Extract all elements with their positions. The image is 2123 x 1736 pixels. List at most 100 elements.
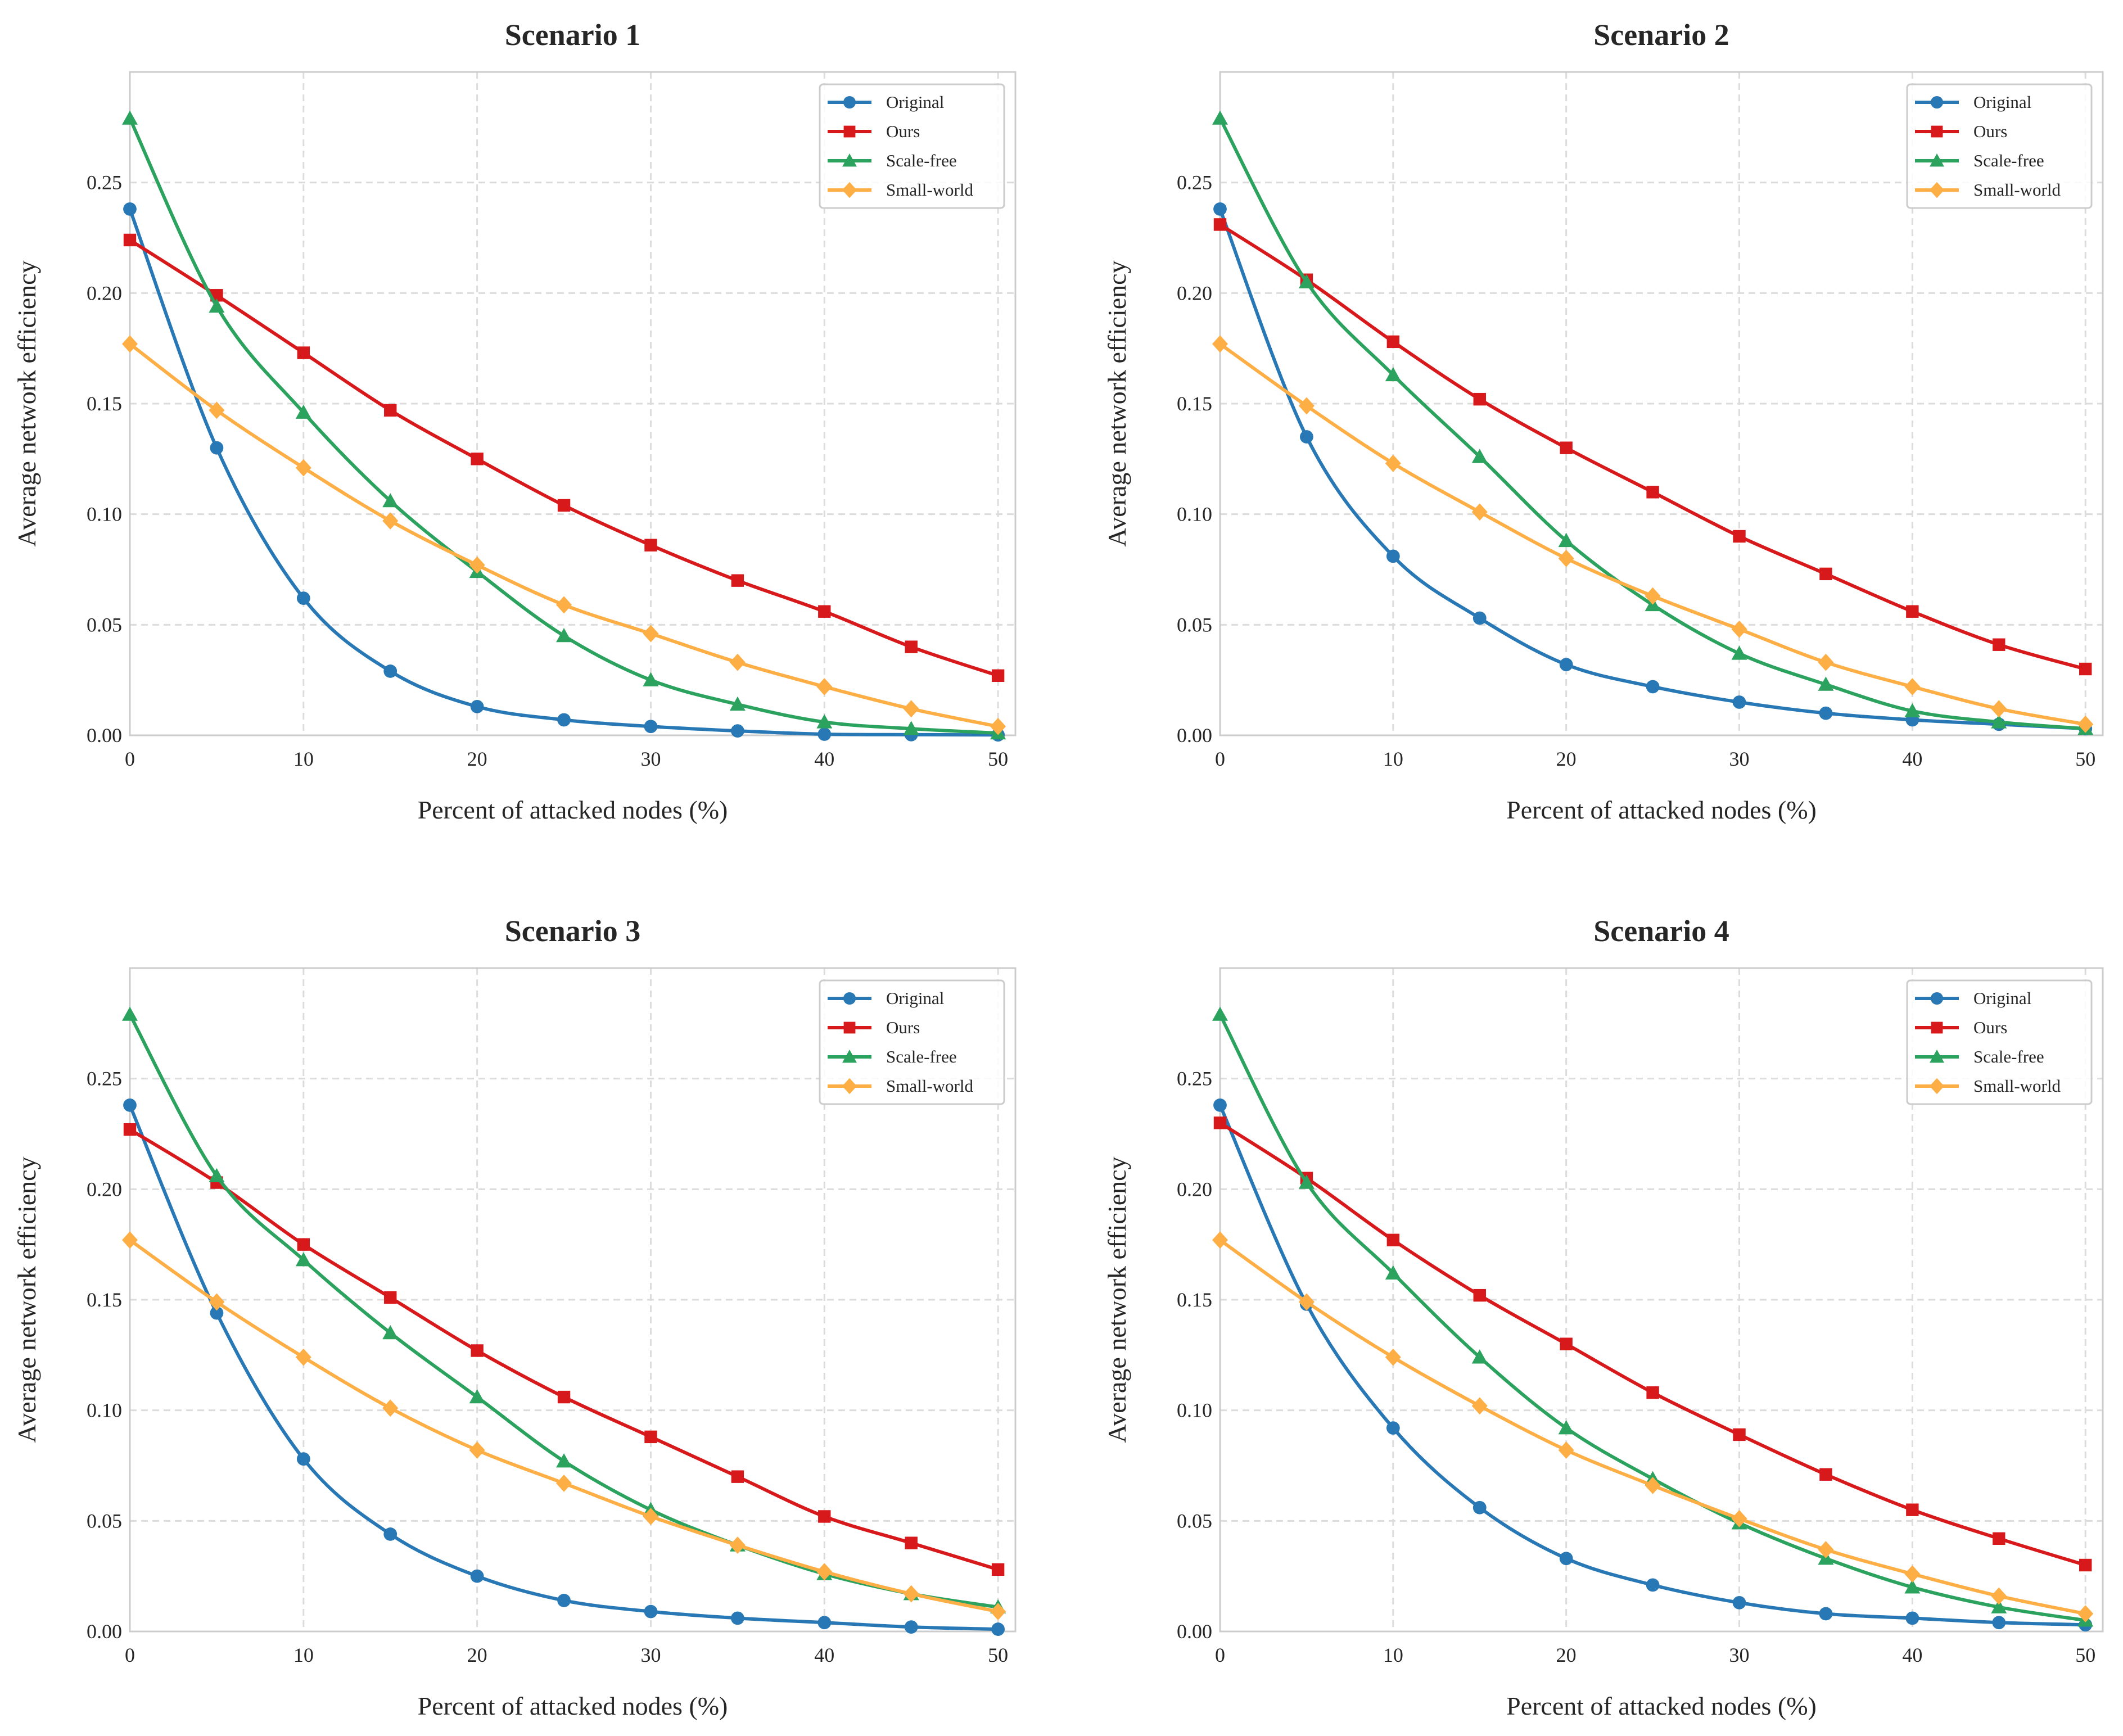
series-line-scale-free <box>128 1014 999 1609</box>
y-axis-label: Average network efficiency <box>12 260 41 546</box>
data-point-small-world <box>1818 1541 1834 1558</box>
legend-label: Original <box>886 92 944 112</box>
data-point-original <box>1472 1500 1487 1515</box>
data-point-original <box>470 699 484 713</box>
data-point-small-world <box>1385 454 1401 472</box>
data-point-ours <box>1646 486 1659 499</box>
data-point-small-world <box>1645 1477 1661 1494</box>
data-point-original <box>1732 695 1746 709</box>
legend-marker-square-icon <box>843 125 856 138</box>
x-tick-label: 20 <box>1556 1644 1577 1666</box>
data-point-scale-free <box>729 696 746 711</box>
data-point-ours <box>818 1510 831 1523</box>
data-point-small-world <box>816 678 833 695</box>
x-tick-label: 40 <box>1902 1644 1922 1666</box>
series-ours <box>123 233 1005 682</box>
y-tick-label: 0.00 <box>87 1620 122 1643</box>
data-point-ours <box>1473 392 1486 406</box>
legend-label: Ours <box>886 1018 920 1037</box>
x-tick-label: 50 <box>2075 748 2095 770</box>
legend-item-original: Original <box>828 988 944 1008</box>
y-tick-label: 0.00 <box>1177 724 1212 747</box>
data-point-original <box>730 724 744 738</box>
data-point-small-world <box>556 596 572 614</box>
legend-marker-triangle-icon <box>842 153 857 167</box>
legend-marker-square-icon <box>843 1021 856 1034</box>
data-point-scale-free <box>903 721 919 735</box>
legend-item-ours: Ours <box>1915 121 2007 141</box>
data-point-scale-free <box>209 1168 225 1182</box>
y-tick-label: 0.15 <box>1177 392 1212 415</box>
legend-label: Small-world <box>886 1076 973 1096</box>
y-tick-label: 0.25 <box>1177 1068 1212 1090</box>
data-point-original <box>904 1620 918 1634</box>
data-point-small-world <box>556 1475 572 1492</box>
data-point-small-world <box>1212 335 1228 353</box>
data-point-scale-free <box>1904 1579 1921 1594</box>
data-point-scale-free <box>1731 645 1747 660</box>
data-point-original <box>1992 1616 2006 1630</box>
legend-marker-triangle-icon <box>1930 153 1944 167</box>
y-axis-label: Average network efficiency <box>1103 1156 1131 1443</box>
data-point-scale-free <box>382 493 399 508</box>
data-point-small-world <box>1471 503 1488 521</box>
series-line-original <box>1218 208 2086 731</box>
x-tick-label: 10 <box>1383 1644 1403 1666</box>
data-point-original <box>123 1098 137 1112</box>
x-tick-label: 50 <box>2075 1644 2095 1666</box>
chart-panel-1: 0 10 20 30 40 50 0.00 0.05 0.10 0.15 0.20 0.25 Scena… <box>12 18 1017 824</box>
series-line-original <box>1218 1104 2086 1627</box>
y-tick-label: 0.05 <box>1177 613 1212 636</box>
data-point-original <box>557 1594 571 1607</box>
x-tick-label: 40 <box>814 1644 834 1666</box>
x-tick-label: 20 <box>467 748 487 770</box>
legend-item-small-world: Small-world <box>828 180 973 200</box>
data-point-original <box>730 1611 744 1625</box>
series-line-small-world <box>1219 1238 2086 1616</box>
x-tick-label: 50 <box>988 748 1008 770</box>
data-point-small-world <box>122 335 138 353</box>
data-point-original <box>296 1452 310 1466</box>
data-point-small-world <box>2077 715 2094 733</box>
legend-marker-diamond-icon <box>842 1078 857 1095</box>
data-point-scale-free <box>1212 110 1228 125</box>
data-point-original <box>296 591 310 605</box>
legend-item-small-world: Small-world <box>1915 180 2061 200</box>
data-point-ours <box>1993 1532 2005 1545</box>
x-tick-label: 0 <box>1215 1644 1225 1666</box>
series-line-scale-free <box>1218 1014 2086 1622</box>
data-point-original <box>1732 1595 1746 1610</box>
legend-item-ours: Ours <box>1915 1018 2007 1037</box>
data-point-scale-free <box>1385 367 1401 382</box>
data-point-small-world <box>122 1231 138 1249</box>
data-point-small-world <box>1645 587 1661 605</box>
legend-label: Ours <box>1973 121 2007 141</box>
data-point-ours <box>991 669 1005 682</box>
y-tick-label: 0.20 <box>1177 1178 1212 1200</box>
legend-item-small-world: Small-world <box>1915 1076 2061 1096</box>
data-point-small-world <box>295 459 311 477</box>
data-point-ours <box>1213 218 1227 231</box>
data-point-ours <box>644 1430 657 1444</box>
data-point-ours <box>1473 1289 1486 1302</box>
data-point-original <box>1646 680 1660 694</box>
data-point-small-world <box>382 1399 399 1417</box>
chart-title: Scenario 1 <box>505 18 640 52</box>
data-point-scale-free <box>1904 703 1921 717</box>
x-tick-label: 0 <box>125 748 135 770</box>
data-point-ours <box>1819 567 1832 581</box>
data-point-ours <box>1906 605 1919 618</box>
data-point-small-world <box>2077 1605 2094 1622</box>
data-point-ours <box>1213 1116 1227 1129</box>
series-small-world <box>122 1231 1006 1620</box>
data-point-small-world <box>643 1508 659 1525</box>
x-tick-label: 40 <box>814 748 834 770</box>
legend-box <box>1906 83 2093 209</box>
data-point-original <box>1819 1607 1833 1621</box>
data-point-ours <box>818 605 831 618</box>
data-point-original <box>470 1569 484 1583</box>
legend-box <box>819 979 1005 1105</box>
data-point-small-world <box>903 700 919 718</box>
x-tick-label: 0 <box>1215 748 1225 770</box>
